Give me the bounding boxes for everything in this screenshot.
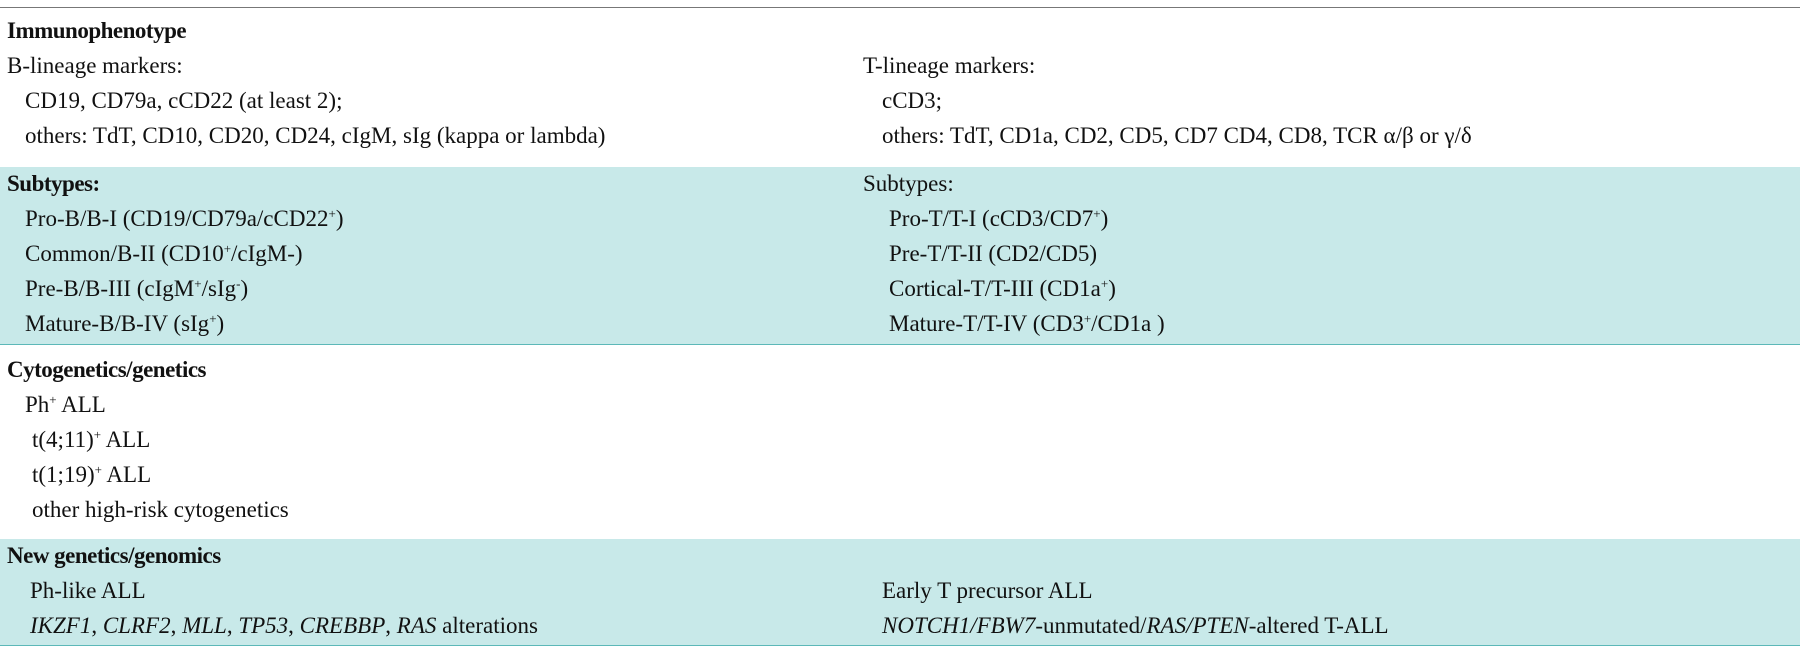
italic-run: RAS/PTEN <box>1146 613 1249 638</box>
text-line: Early T precursor ALL <box>882 578 1093 603</box>
superscript: - <box>236 276 241 291</box>
text-line: Cytogenetics/genetics <box>7 357 207 382</box>
text-line: Subtypes: <box>863 171 954 196</box>
text-run: , <box>226 613 239 638</box>
text-run: , <box>170 613 183 638</box>
italic-run: NOTCH1/FBW7 <box>882 613 1036 638</box>
italic-run: RAS <box>396 613 437 638</box>
text-line: Ph-like ALL <box>30 578 146 603</box>
italic-run: CREBBP <box>299 613 386 638</box>
text-run: , <box>385 613 397 638</box>
italic-run: CLRF2 <box>102 613 171 638</box>
text-line: Subtypes: <box>7 171 100 196</box>
text-line: t(4;11)+ ALL <box>32 423 150 457</box>
text-run: , <box>91 613 103 638</box>
text-line: NOTCH1/FBW7-unmutated/RAS/PTEN-altered T… <box>882 609 1389 643</box>
text-line: Pre-B/B-III (cIgM+/sIg-) <box>25 272 248 306</box>
text-run: ALL <box>56 392 106 417</box>
text-line: Mature-T/T-IV (CD3+/CD1a ) <box>889 307 1165 341</box>
text-line: cCD3; <box>882 88 943 113</box>
superscript: + <box>209 311 217 326</box>
text-run: ALL <box>101 427 151 452</box>
superscript: + <box>94 462 102 477</box>
text-line: others: TdT, CD10, CD20, CD24, cIgM, sIg… <box>25 123 606 148</box>
text-run: /sIg <box>201 276 237 301</box>
text-run: Pre-B/B-III (cIgM <box>25 276 195 301</box>
text-line: IKZF1, CLRF2, MLL, TP53, CREBBP, RAS alt… <box>30 609 538 643</box>
text-run: ) <box>240 276 249 301</box>
text-run: ) <box>216 311 225 336</box>
text-line: CD19, CD79a, cCD22 (at least 2); <box>25 88 343 113</box>
text-run: ) <box>1108 276 1116 301</box>
text-run: Ph <box>25 392 50 417</box>
text-run: Cortical-T/T-III (CD1a <box>889 276 1101 301</box>
superscript: + <box>223 241 232 256</box>
text-line: Common/B-II (CD10+/cIgM-) <box>25 237 303 271</box>
text-run: Mature-T/T-IV (CD3 <box>889 311 1084 336</box>
band <box>0 167 1800 345</box>
text-run: -unmutated/ <box>1035 613 1147 638</box>
superscript: + <box>1093 206 1101 221</box>
superscript: + <box>194 276 202 291</box>
text-run: ) <box>335 206 344 231</box>
italic-run: IKZF1 <box>30 613 92 638</box>
text-line: New genetics/genomics <box>7 543 221 568</box>
text-run: Common/B-II (CD10 <box>25 241 224 266</box>
text-line: Ph+ ALL <box>25 388 106 422</box>
text-run: , <box>288 613 300 638</box>
text-line: T-lineage markers: <box>863 53 1036 78</box>
superscript: + <box>93 427 102 442</box>
text-line: Mature-B/B-IV (sIg+) <box>25 307 224 341</box>
superscript: + <box>1100 276 1109 291</box>
text-line: t(1;19)+ ALL <box>32 458 151 492</box>
band <box>0 539 1800 646</box>
text-line: Pre-T/T-II (CD2/CD5) <box>889 241 1098 266</box>
text-line: B-lineage markers: <box>7 53 183 78</box>
text-run: t(4;11) <box>32 427 94 452</box>
text-line: Cortical-T/T-III (CD1a+) <box>889 272 1116 306</box>
text-run: Pro-B/B-I (CD19/CD79a/cCD22 <box>25 206 329 231</box>
text-run: Pro-T/T-I (cCD3/CD7 <box>889 206 1094 231</box>
top-rule <box>0 7 1800 8</box>
text-run: -altered T-ALL <box>1248 613 1389 638</box>
text-run: /cIgM-) <box>231 241 303 266</box>
text-line: Immunophenotype <box>7 18 187 43</box>
text-run: alterations <box>436 613 538 638</box>
text-run: ) <box>1100 206 1109 231</box>
text-run: t(1;19) <box>32 462 95 487</box>
text-line: other high-risk cytogenetics <box>32 497 289 522</box>
superscript: + <box>49 392 57 407</box>
text-run: ALL <box>101 462 152 487</box>
italic-run: TP53 <box>238 613 289 638</box>
italic-run: MLL <box>182 613 227 638</box>
text-line: Pro-B/B-I (CD19/CD79a/cCD22+) <box>25 202 343 236</box>
text-run: /CD1a ) <box>1091 311 1165 336</box>
text-run: Mature-B/B-IV (sIg <box>25 311 210 336</box>
text-line: others: TdT, CD1a, CD2, CD5, CD7 CD4, CD… <box>882 123 1472 148</box>
text-line: Pro-T/T-I (cCD3/CD7+) <box>889 202 1108 236</box>
superscript: + <box>1083 311 1092 326</box>
superscript: + <box>328 206 336 221</box>
